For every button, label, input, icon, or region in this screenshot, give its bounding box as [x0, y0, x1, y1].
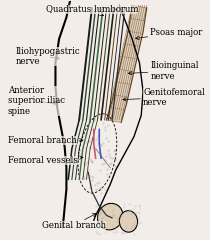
- Text: Iliohypogastric
nerve: Iliohypogastric nerve: [15, 47, 80, 66]
- Text: Psoas major: Psoas major: [136, 28, 203, 40]
- Text: Genital branch: Genital branch: [42, 214, 106, 230]
- Text: Femoral branch: Femoral branch: [8, 136, 83, 145]
- Text: Genitofemoral
nerve: Genitofemoral nerve: [123, 88, 205, 107]
- Text: Femoral vessels: Femoral vessels: [8, 156, 83, 165]
- Text: Anterior
superior iliac
spine: Anterior superior iliac spine: [8, 86, 65, 116]
- Polygon shape: [106, 6, 147, 122]
- Ellipse shape: [119, 211, 138, 232]
- Text: Ilioinguinal
nerve: Ilioinguinal nerve: [128, 61, 199, 81]
- Ellipse shape: [97, 203, 123, 230]
- Text: Quadratus lumborum: Quadratus lumborum: [46, 5, 138, 16]
